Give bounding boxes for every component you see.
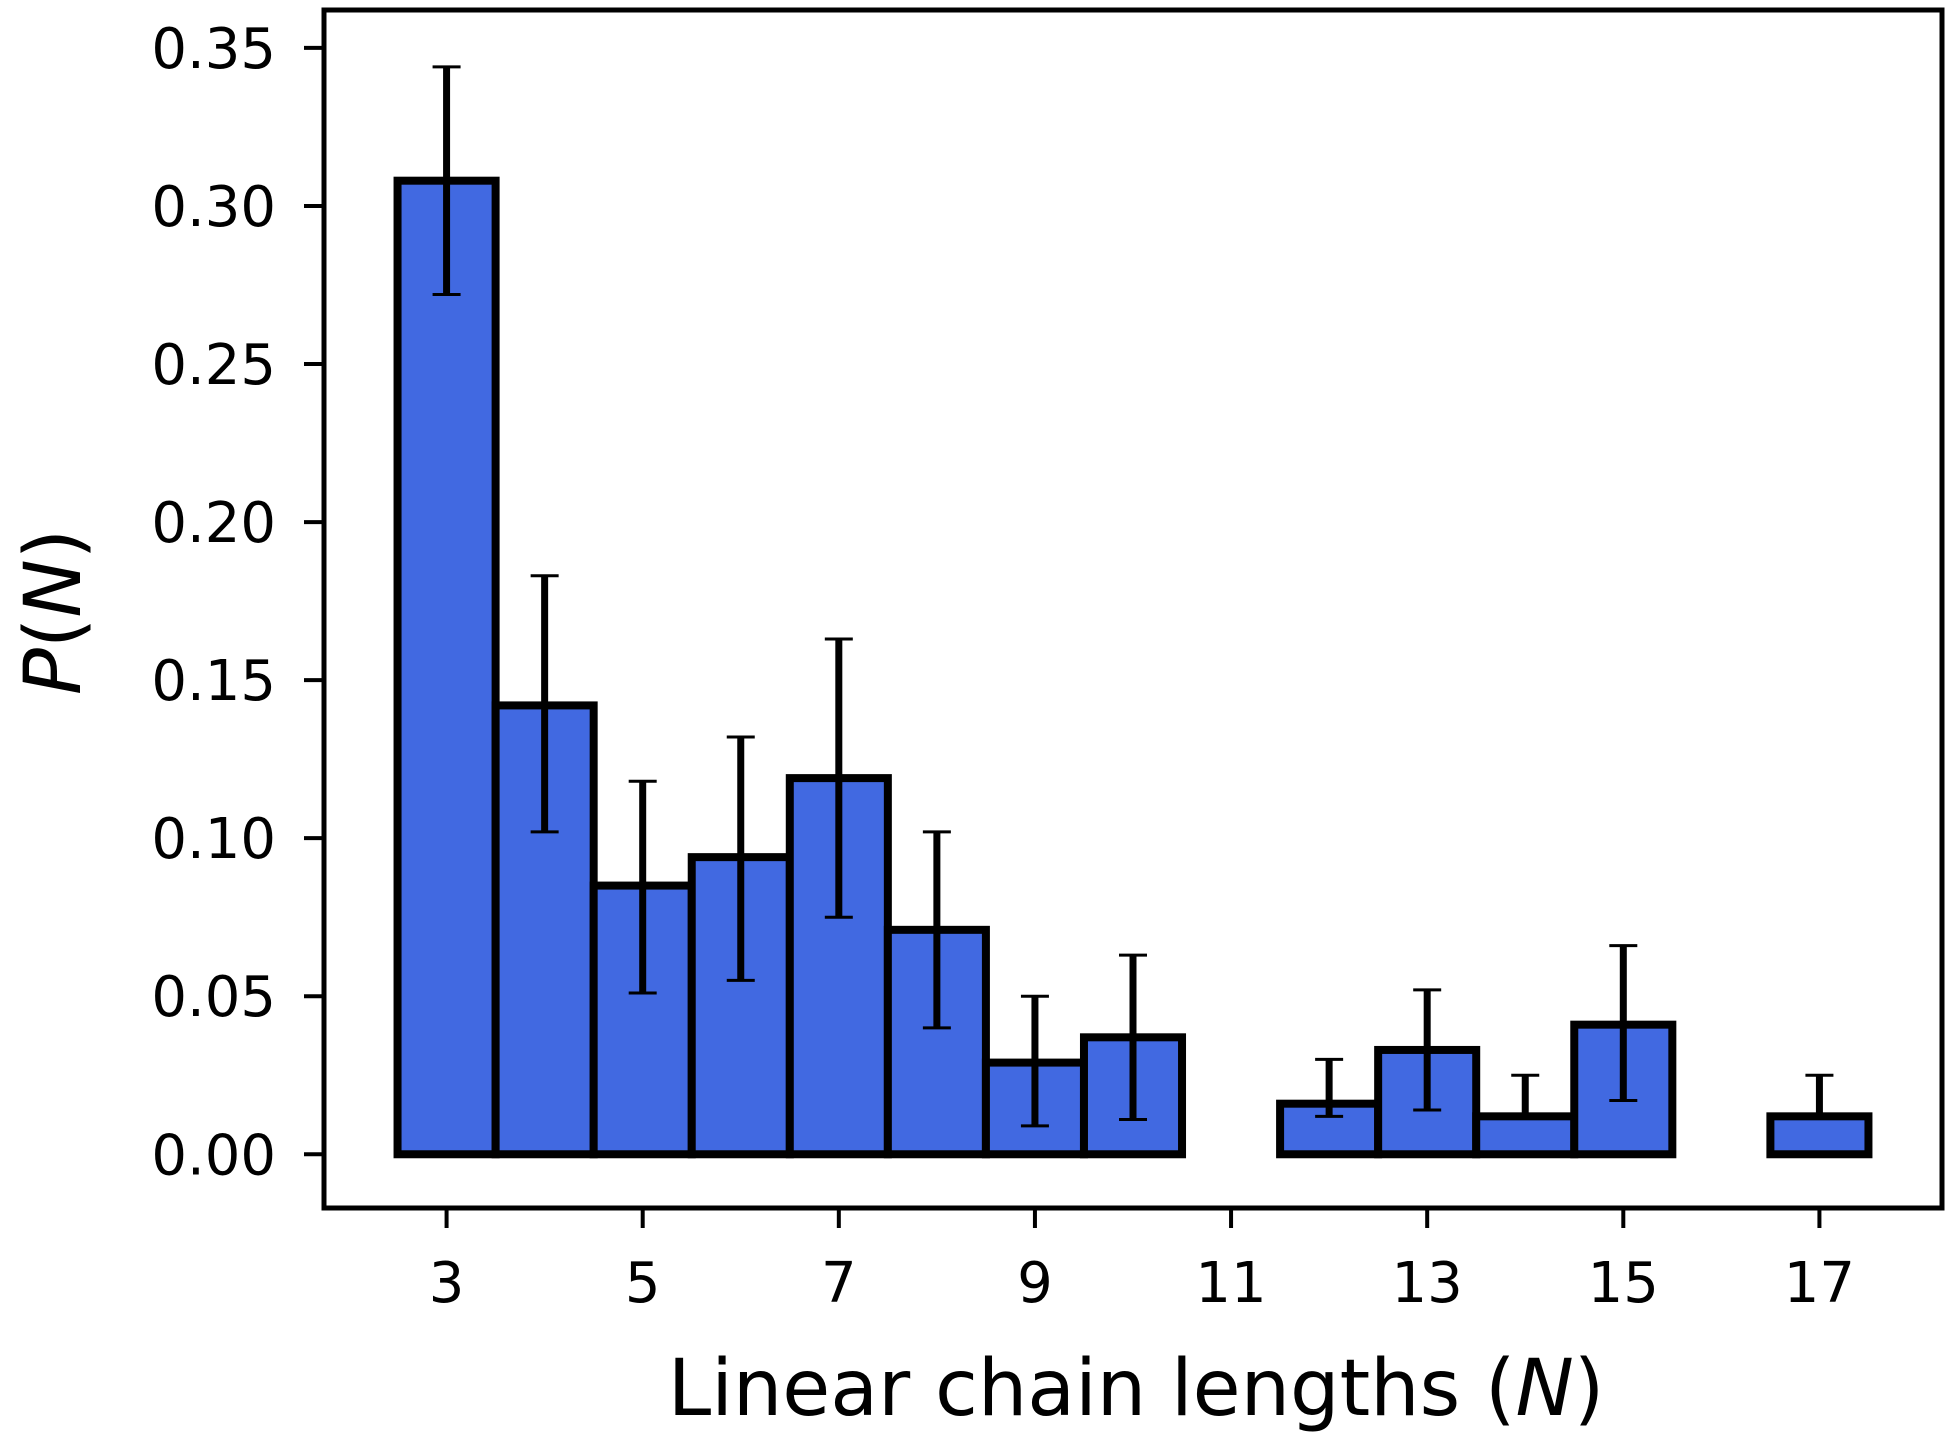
x-tick-label-5: 5 <box>625 1251 661 1316</box>
y-tick-label-0.10: 0.10 <box>151 807 276 872</box>
y-tick-label-0.05: 0.05 <box>151 965 276 1030</box>
x-tick-label-15: 15 <box>1588 1251 1659 1316</box>
plot-frame <box>321 7 1945 1211</box>
x-axis-label: Linear chain lengths (N) <box>668 1344 1605 1434</box>
y-ticks-group: 0.00 0.05 0.10 0.15 0.20 0.25 0.30 0.35 <box>151 17 324 1188</box>
y-axis-label-open: ( <box>9 618 99 648</box>
y-tick-label-0.15: 0.15 <box>151 649 276 714</box>
x-axis-label-var: N <box>1515 1344 1573 1434</box>
y-tick-label-0.30: 0.30 <box>151 175 276 240</box>
y-axis-label: P(N) <box>9 529 99 695</box>
x-ticks-group: 3 5 7 9 11 13 15 17 <box>429 1208 1855 1316</box>
y-tick-label-0.25: 0.25 <box>151 333 276 398</box>
y-axis-label-close: ) <box>9 529 99 559</box>
y-axis-label-var: P <box>9 648 99 695</box>
x-tick-label-3: 3 <box>429 1251 465 1316</box>
x-tick-label-17: 17 <box>1784 1251 1855 1316</box>
bar-3 <box>393 176 500 1159</box>
x-tick-label-7: 7 <box>821 1251 857 1316</box>
bar-17 <box>1766 1112 1873 1159</box>
errorbars-group <box>432 65 1834 1128</box>
x-tick-label-13: 13 <box>1392 1251 1463 1316</box>
y-axis-label-var2: N <box>9 559 99 617</box>
x-axis-label-close: ) <box>1574 1344 1604 1434</box>
y-tick-label-0.00: 0.00 <box>151 1123 276 1188</box>
x-axis-label-text: Linear chain lengths ( <box>668 1344 1516 1434</box>
y-tick-label-0.20: 0.20 <box>151 491 276 556</box>
x-tick-label-11: 11 <box>1195 1251 1266 1316</box>
y-tick-label-0.35: 0.35 <box>151 17 276 82</box>
bar-14 <box>1472 1112 1579 1159</box>
x-tick-label-9: 9 <box>1017 1251 1053 1316</box>
